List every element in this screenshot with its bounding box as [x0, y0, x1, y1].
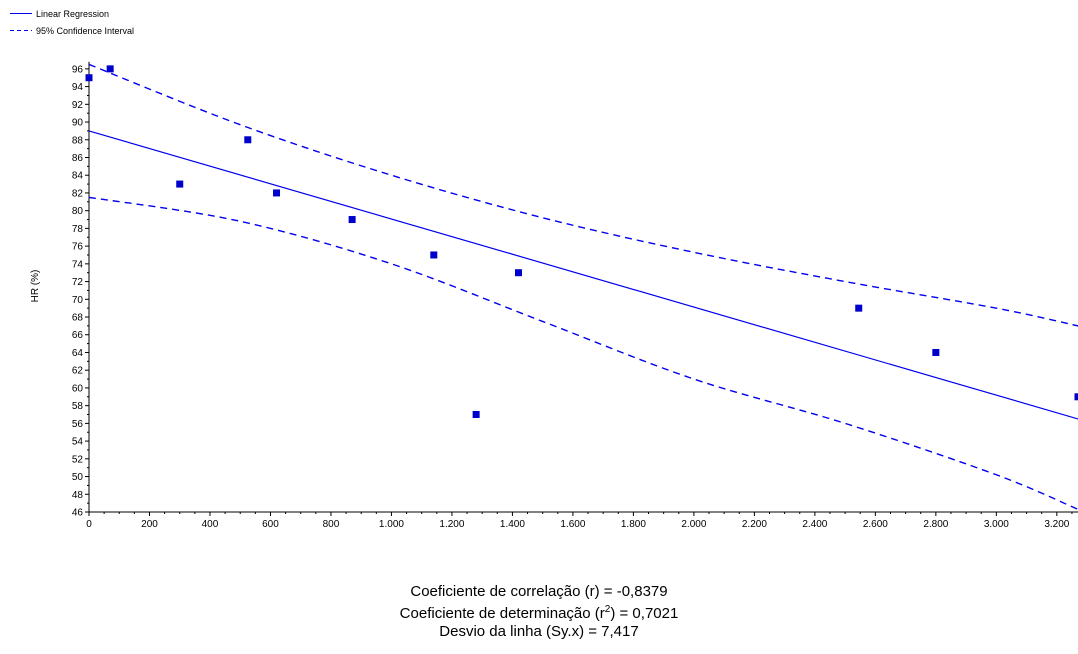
y-tick-label: 62 — [72, 366, 84, 377]
x-tick-label: 1.600 — [560, 519, 585, 530]
y-tick-label: 72 — [72, 277, 84, 288]
y-axis-title: HR (%) — [30, 270, 41, 303]
y-tick-label: 70 — [72, 295, 84, 306]
statistics-summary: Coeficiente de correlação (r) = -0,8379 … — [0, 583, 1078, 641]
correlation-text: Coeficiente de correlação (r) = -0,8379 — [410, 583, 668, 600]
data-point — [106, 65, 114, 73]
y-tick-label: 76 — [72, 242, 84, 253]
y-tick-label: 74 — [72, 259, 84, 270]
data-point — [85, 74, 93, 82]
x-tick-label: 1.800 — [621, 519, 646, 530]
deviation-text: Desvio da linha (Sy.x) = 7,417 — [439, 623, 639, 640]
x-tick-label: 1.000 — [379, 519, 404, 530]
y-tick-label: 88 — [72, 135, 84, 146]
y-tick-label: 86 — [72, 153, 84, 164]
y-tick-label: 82 — [72, 188, 84, 199]
x-tick-label: 2.600 — [863, 519, 888, 530]
x-tick-label: 2.000 — [681, 519, 706, 530]
y-tick-label: 96 — [72, 64, 84, 75]
y-tick-label: 58 — [72, 401, 84, 412]
y-tick-label: 90 — [72, 118, 84, 129]
legend-regression-label: Linear Regression — [36, 9, 109, 19]
y-tick-label: 50 — [72, 472, 84, 483]
x-tick-label: 2.800 — [923, 519, 948, 530]
determination-superscript: 2 — [604, 604, 611, 615]
x-tick-label: 3.200 — [1044, 519, 1069, 530]
y-tick-label: 80 — [72, 206, 84, 217]
confidence-upper-curve — [88, 63, 1078, 327]
y-tick-label: 54 — [72, 437, 84, 448]
determination-text: Coeficiente de determinação (r2) = 0,702… — [0, 601, 1078, 623]
x-tick-label: 200 — [141, 519, 158, 530]
x-tick-label: 3.000 — [984, 519, 1009, 530]
y-tick-label: 52 — [72, 454, 84, 465]
x-tick-label: 2.200 — [742, 519, 767, 530]
y-tick-label: 46 — [72, 508, 84, 519]
data-point — [514, 269, 522, 277]
y-tick-label: 66 — [72, 330, 84, 341]
y-tick-label: 56 — [72, 419, 84, 430]
y-tick-label: 78 — [72, 224, 84, 235]
data-point — [273, 189, 281, 197]
x-tick-label: 600 — [262, 519, 279, 530]
y-tick-label: 94 — [72, 82, 84, 93]
y-tick-label: 60 — [72, 383, 84, 394]
regression-chart: Linear Regression 95% Confidence Interva… — [10, 9, 1078, 530]
x-tick-label: 1.400 — [500, 519, 525, 530]
data-point — [855, 304, 863, 312]
confidence-lower-curve — [88, 196, 1078, 510]
data-point — [176, 180, 184, 188]
data-point — [472, 411, 480, 419]
determination-suffix: ) = 0,7021 — [610, 605, 679, 622]
data-point — [348, 216, 356, 224]
data-point — [244, 136, 252, 144]
data-point — [430, 251, 438, 259]
legend-confidence-label: 95% Confidence Interval — [36, 26, 134, 36]
y-tick-label: 68 — [72, 313, 84, 324]
y-tick-label: 84 — [72, 171, 84, 182]
y-tick-label: 92 — [72, 100, 84, 111]
plot-area: 46 48 50 52 54 56 58 60 62 64 66 68 70 72 74 76 78 80 82 84… — [72, 61, 1078, 530]
regression-line — [88, 130, 1078, 420]
x-tick-label: 0 — [86, 519, 92, 530]
x-tick-label: 800 — [323, 519, 340, 530]
determination-prefix: Coeficiente de determinação (r — [399, 605, 605, 622]
x-tick-label: 1.200 — [439, 519, 464, 530]
y-tick-label: 64 — [72, 348, 84, 359]
y-tick-label: 48 — [72, 490, 84, 501]
x-tick-label: 2.400 — [802, 519, 827, 530]
data-point — [1074, 393, 1078, 401]
x-tick-label: 400 — [202, 519, 219, 530]
legend: Linear Regression 95% Confidence Interva… — [10, 9, 134, 36]
data-point — [932, 348, 940, 356]
